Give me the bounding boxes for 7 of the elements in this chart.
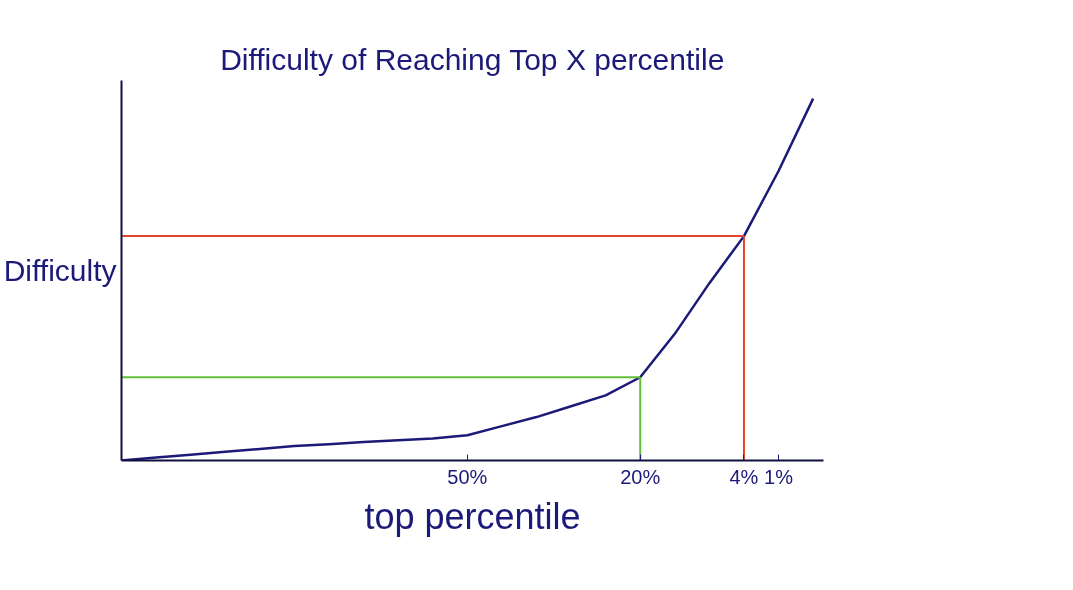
y-axis-title: Difficulty <box>3 254 117 287</box>
x-axis-title: top percentile <box>364 495 581 537</box>
x-tick-label: 50% <box>447 465 488 488</box>
x-tick-label: 20% <box>620 465 661 488</box>
x-tick-label: 4% <box>729 465 759 488</box>
chart-title: Difficulty of Reaching Top X percentile <box>220 42 725 76</box>
x-tick-label: 1% <box>764 465 794 488</box>
